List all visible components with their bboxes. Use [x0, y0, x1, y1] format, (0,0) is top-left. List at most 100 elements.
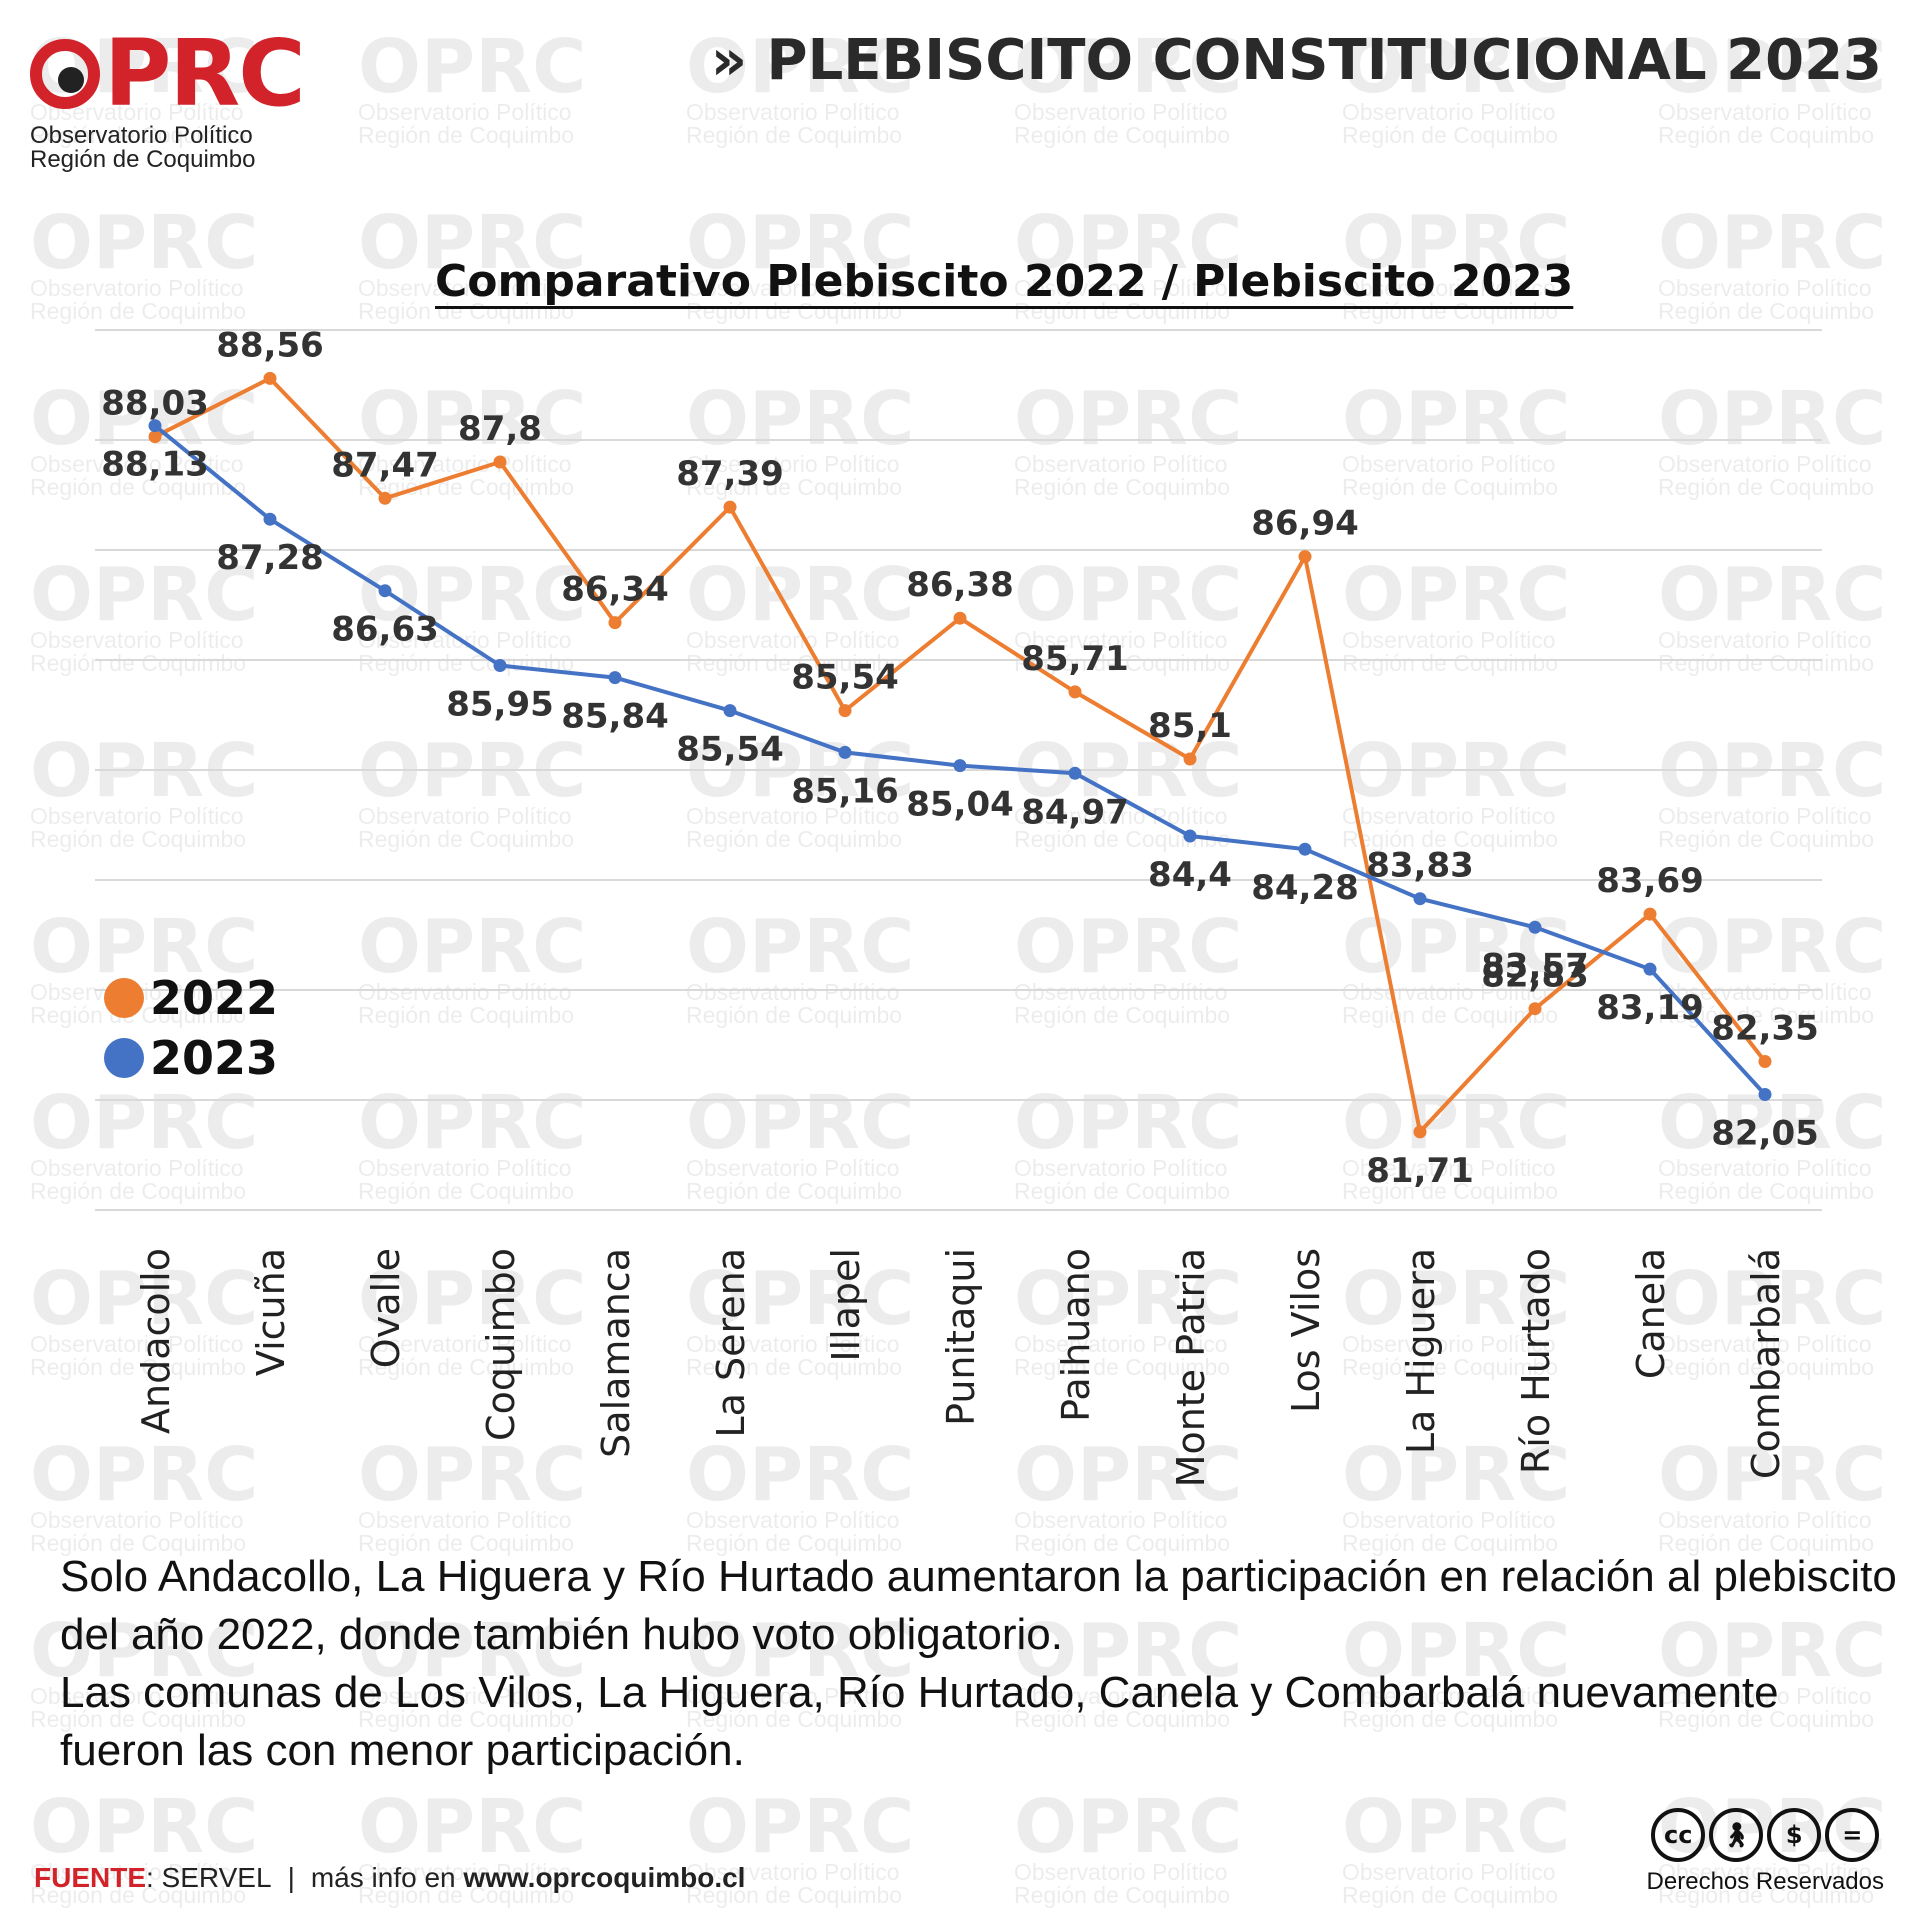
- series-line-2022: [154, 376, 1767, 1134]
- header: PRC Observatorio Político Región de Coqu…: [0, 0, 1920, 172]
- data-label-2023: 83,19: [1596, 988, 1704, 1028]
- point-2022: [1528, 1002, 1542, 1016]
- data-label-2023: 85,16: [791, 771, 899, 811]
- point-2023: [1068, 766, 1082, 780]
- watermark-line2: Región de Coquimbo: [1342, 1882, 1558, 1908]
- watermark-brand: OPRC: [30, 1784, 258, 1870]
- data-label-2022: 88,03: [101, 384, 209, 424]
- point-2023: [838, 745, 852, 759]
- x-tick-label: Vicuña: [249, 1248, 293, 1376]
- logo-subtitle-line2: Región de Coquimbo: [30, 146, 256, 173]
- logo-subtitle: Observatorio Político Región de Coquimbo: [30, 124, 304, 172]
- point-2023: [1183, 829, 1197, 843]
- logo-subtitle-line1: Observatorio Político: [30, 122, 253, 149]
- point-2022: [723, 500, 737, 514]
- point-2023: [953, 759, 967, 773]
- watermark-brand: OPRC: [1014, 1784, 1242, 1870]
- data-label-2023: 85,04: [906, 785, 1014, 825]
- data-label-2023: 85,95: [446, 685, 554, 725]
- description-line-1: Solo Andacollo, La Higuera y Río Hurtado…: [60, 1552, 1897, 1659]
- data-label-2023: 88,13: [101, 445, 209, 485]
- data-label-2022: 87,39: [676, 454, 784, 494]
- point-2022: [608, 616, 622, 630]
- point-2023: [263, 512, 277, 526]
- legend-label-2023: 2023: [150, 1031, 279, 1085]
- data-label-2022: 85,71: [1021, 639, 1129, 679]
- point-2023: [1413, 892, 1427, 906]
- point-2022: [1298, 550, 1312, 564]
- description-line-2: Las comunas de Los Vilos, La Higuera, Rí…: [60, 1668, 1779, 1775]
- rights-label: Derechos Reservados: [1646, 1868, 1884, 1895]
- data-label-2022: 85,54: [791, 658, 899, 698]
- data-label-2022: 87,47: [331, 445, 439, 485]
- data-label-2023: 87,28: [216, 538, 324, 578]
- x-tick-label: Punitaqui: [939, 1248, 983, 1426]
- source-value: : SERVEL: [146, 1862, 272, 1893]
- x-tick-label: Los Vilos: [1284, 1248, 1328, 1413]
- footer-source: FUENTE: SERVEL | más info en www.oprcoquim…: [34, 1862, 745, 1894]
- oprc-logo: PRC Observatorio Político Región de Coqu…: [30, 20, 306, 172]
- data-label-2023: 84,97: [1021, 792, 1129, 832]
- data-label-2022: 83,69: [1596, 861, 1704, 901]
- legend-label-2022: 2022: [150, 971, 279, 1025]
- point-2022: [1643, 907, 1657, 921]
- page-title: » PLEBISCITO CONSTITUCIONAL 2023: [710, 28, 1882, 93]
- cc-icon: cc: [1651, 1808, 1706, 1862]
- x-tick-label: La Serena: [709, 1248, 753, 1438]
- point-2023: [378, 584, 392, 598]
- point-2022: [1183, 752, 1197, 766]
- chart-title: Comparativo Plebiscito 2022 / Plebiscito…: [435, 256, 1574, 307]
- watermark-line1: Observatorio Político: [1342, 1859, 1555, 1885]
- watermark-line2: Región de Coquimbo: [1014, 1882, 1230, 1908]
- x-tick-label: Andacollo: [134, 1248, 178, 1434]
- logo-mark: PRC: [30, 20, 306, 127]
- x-tick-label: La Higuera: [1399, 1248, 1443, 1454]
- nd-equals-icon: =: [1825, 1808, 1880, 1862]
- by-person-icon: 🚶︎: [1709, 1808, 1764, 1862]
- point-2022: [953, 611, 967, 625]
- x-tick-label: Paihuano: [1054, 1248, 1098, 1422]
- watermark-line1: Observatorio Político: [1014, 1859, 1227, 1885]
- x-tick-label: Ovalle: [364, 1248, 408, 1368]
- x-tick-label: Monte Patria: [1169, 1248, 1213, 1487]
- data-label-2022: 88,56: [216, 325, 324, 365]
- license-block: cc 🚶︎ $ = Derechos Reservados: [1647, 1808, 1884, 1896]
- data-label-2023: 82,05: [1711, 1114, 1819, 1154]
- description-text: Solo Andacollo, La Higuera y Río Hurtado…: [60, 1548, 1900, 1780]
- point-2022: [493, 455, 507, 469]
- point-2023: [608, 671, 622, 685]
- data-label-2023: 84,4: [1148, 855, 1232, 895]
- point-2023: [1643, 962, 1657, 976]
- logo-letters: PRC: [104, 20, 306, 127]
- legend-item-2023: 2023: [104, 1028, 278, 1088]
- legend-item-2022: 2022: [104, 968, 278, 1028]
- point-2022: [378, 491, 392, 505]
- point-2022: [148, 430, 162, 444]
- point-2022: [1758, 1055, 1772, 1068]
- legend-dot-2022: [104, 978, 144, 1018]
- data-label-2023: 83,57: [1481, 946, 1589, 986]
- footer-separator: |: [287, 1862, 295, 1893]
- data-label-2022: 82,83: [1481, 956, 1589, 996]
- x-tick-label: Combarbalá: [1744, 1248, 1788, 1479]
- x-tick-label: Illapel: [824, 1248, 868, 1362]
- x-tick-label: Canela: [1629, 1248, 1673, 1379]
- watermark-brand: OPRC: [358, 1784, 586, 1870]
- data-label-2022: 81,71: [1366, 1151, 1474, 1191]
- data-label-2022: 82,35: [1711, 1009, 1819, 1049]
- data-label-2022: 87,8: [458, 409, 542, 449]
- line-chart: 88,0388,1388,5687,2887,4786,6387,885,958…: [95, 325, 1822, 1487]
- data-label-2022: 86,94: [1251, 504, 1359, 544]
- website-link[interactable]: www.oprcoquimbo.cl: [463, 1862, 746, 1893]
- watermark-brand: OPRC: [686, 1784, 914, 1870]
- data-label-2022: 85,1: [1148, 706, 1232, 746]
- data-label-2023: 85,84: [561, 697, 669, 737]
- data-label-2022: 86,34: [561, 570, 669, 610]
- point-2023: [723, 704, 737, 718]
- point-2022: [263, 371, 277, 385]
- data-label-2023: 84,28: [1251, 868, 1359, 908]
- x-tick-label: Río Hurtado: [1514, 1248, 1558, 1474]
- legend-dot-2023: [104, 1038, 144, 1078]
- source-label: FUENTE: [34, 1862, 146, 1893]
